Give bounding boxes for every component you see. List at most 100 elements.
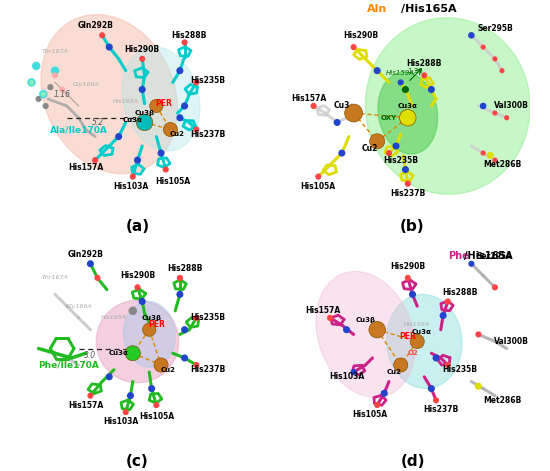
- Circle shape: [95, 276, 100, 280]
- Text: Val300B: Val300B: [494, 337, 529, 346]
- Circle shape: [177, 115, 183, 121]
- Circle shape: [43, 104, 48, 108]
- Circle shape: [30, 81, 34, 84]
- Text: His290B: His290B: [343, 31, 378, 40]
- Text: His103A: His103A: [103, 417, 139, 426]
- Circle shape: [106, 44, 112, 50]
- Text: His103A: His103A: [329, 372, 364, 382]
- Circle shape: [311, 104, 316, 108]
- Circle shape: [140, 57, 145, 61]
- Circle shape: [182, 103, 188, 109]
- Circle shape: [481, 151, 485, 155]
- Ellipse shape: [96, 300, 179, 383]
- Text: Met286B: Met286B: [483, 396, 521, 405]
- Text: /His165A: /His165A: [464, 251, 513, 261]
- Ellipse shape: [387, 294, 462, 389]
- Ellipse shape: [123, 301, 175, 367]
- Circle shape: [381, 390, 387, 396]
- Text: 3.0: 3.0: [84, 351, 96, 360]
- Text: His105A: His105A: [353, 410, 388, 419]
- Text: His235B: His235B: [191, 75, 226, 85]
- Text: His159A: His159A: [404, 323, 430, 327]
- Text: Cu3β: Cu3β: [355, 317, 376, 323]
- Circle shape: [194, 363, 199, 367]
- Text: His288B: His288B: [442, 287, 477, 297]
- Circle shape: [135, 285, 140, 290]
- Circle shape: [441, 313, 446, 318]
- Circle shape: [182, 40, 187, 45]
- Text: PER: PER: [399, 332, 416, 341]
- Text: His237B: His237B: [390, 188, 425, 198]
- Text: Thr167A: Thr167A: [42, 49, 68, 54]
- Circle shape: [469, 32, 474, 38]
- Text: His165A: His165A: [113, 99, 139, 104]
- Text: Cu3α: Cu3α: [123, 117, 143, 123]
- Circle shape: [476, 383, 481, 389]
- Circle shape: [398, 80, 403, 85]
- Circle shape: [135, 157, 140, 163]
- Circle shape: [150, 99, 163, 113]
- Ellipse shape: [378, 72, 438, 154]
- Circle shape: [123, 410, 128, 414]
- Text: (a): (a): [125, 219, 150, 234]
- Circle shape: [387, 151, 391, 155]
- Circle shape: [428, 386, 434, 391]
- Circle shape: [136, 114, 153, 130]
- Circle shape: [493, 111, 497, 115]
- Circle shape: [481, 45, 485, 49]
- Text: (c): (c): [126, 454, 149, 469]
- Text: His105A: His105A: [301, 181, 336, 191]
- Circle shape: [40, 90, 47, 98]
- Circle shape: [163, 167, 168, 172]
- Text: Ser295B: Ser295B: [477, 24, 513, 33]
- Circle shape: [194, 316, 199, 320]
- Text: His165A: His165A: [101, 316, 127, 320]
- Circle shape: [405, 276, 410, 280]
- Circle shape: [53, 73, 57, 78]
- Text: His288B: His288B: [172, 31, 207, 40]
- Text: His290B: His290B: [390, 261, 425, 271]
- Circle shape: [100, 33, 104, 38]
- Circle shape: [106, 374, 112, 380]
- Text: 1.16: 1.16: [54, 89, 70, 99]
- Circle shape: [375, 403, 379, 407]
- Circle shape: [399, 110, 416, 126]
- Text: PER: PER: [148, 320, 165, 330]
- Circle shape: [493, 158, 497, 162]
- Text: His235B: His235B: [442, 365, 477, 374]
- Circle shape: [36, 97, 41, 101]
- Text: His237B: His237B: [423, 405, 458, 414]
- Text: 1.36: 1.36: [407, 68, 423, 73]
- Circle shape: [481, 104, 486, 109]
- Circle shape: [493, 57, 497, 61]
- Circle shape: [177, 68, 183, 73]
- Circle shape: [375, 68, 380, 73]
- Text: Val300B: Val300B: [494, 101, 529, 111]
- Circle shape: [130, 174, 135, 179]
- Text: His157A: His157A: [305, 306, 340, 316]
- Text: 5.2: 5.2: [91, 118, 103, 127]
- Circle shape: [142, 323, 156, 336]
- Circle shape: [48, 85, 53, 89]
- Ellipse shape: [365, 18, 530, 194]
- Text: His290B: His290B: [125, 45, 160, 54]
- Circle shape: [487, 153, 493, 158]
- Text: Gly166A: Gly166A: [65, 304, 92, 309]
- Text: His105A: His105A: [139, 412, 174, 422]
- Circle shape: [476, 332, 481, 337]
- Circle shape: [28, 79, 35, 86]
- Text: Cu2: Cu2: [170, 131, 185, 137]
- Circle shape: [334, 120, 340, 125]
- Circle shape: [149, 386, 155, 391]
- Ellipse shape: [122, 47, 200, 151]
- Circle shape: [194, 80, 199, 85]
- Circle shape: [41, 92, 46, 97]
- Circle shape: [125, 346, 140, 361]
- Circle shape: [493, 285, 497, 290]
- Circle shape: [194, 127, 199, 132]
- Circle shape: [434, 398, 438, 403]
- Text: Cu3β: Cu3β: [135, 110, 155, 116]
- Circle shape: [394, 358, 408, 372]
- Circle shape: [344, 327, 349, 333]
- Circle shape: [405, 181, 410, 186]
